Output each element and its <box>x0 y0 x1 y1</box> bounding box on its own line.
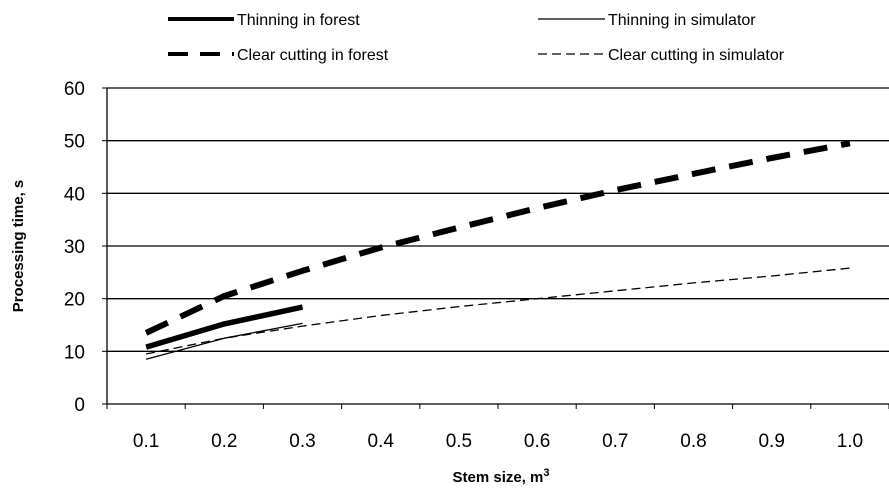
x-tick-label: 0.5 <box>446 431 472 452</box>
y-tick-label: 60 <box>64 79 85 100</box>
legend-label: Clear cutting in forest <box>237 47 389 64</box>
series-line-clear-cutting-in-simulator <box>145 267 850 355</box>
x-tick-label: 0.7 <box>602 431 628 452</box>
x-axis-title-superscript: 3 <box>543 467 549 479</box>
x-tick-label: 0.1 <box>133 431 159 452</box>
x-tick-label: 1.0 <box>837 431 863 452</box>
x-tick-label: 0.4 <box>367 431 394 452</box>
x-tick-label: 0.8 <box>680 431 706 452</box>
y-tick-label: 40 <box>64 184 85 205</box>
axes <box>102 87 889 409</box>
y-tick-label: 50 <box>64 132 85 153</box>
series-lines <box>144 140 851 360</box>
legend-label: Clear cutting in simulator <box>608 47 785 64</box>
x-tick-label: 0.6 <box>524 431 550 452</box>
legend: Thinning in forest Thinning in simulator C… <box>168 12 785 64</box>
x-axis-title: Stem size, m3 <box>453 467 550 486</box>
series-line-clear-cutting-in-forest <box>144 140 851 336</box>
y-tick-label: 0 <box>74 395 85 416</box>
series-line-thinning-in-simulator <box>145 322 303 360</box>
legend-label: Thinning in simulator <box>608 12 756 29</box>
y-tick-label: 10 <box>64 342 85 363</box>
y-tick-label: 30 <box>64 237 85 258</box>
legend-label: Thinning in forest <box>237 12 360 29</box>
x-tick-label: 0.3 <box>289 431 315 452</box>
gridlines <box>107 87 889 352</box>
x-tick-label: 0.2 <box>211 431 237 452</box>
y-axis-title: Processing time, s <box>10 180 27 313</box>
x-axis-title-text: Stem size, m <box>453 469 544 486</box>
x-tick-labels: 0.1 0.2 0.3 0.4 0.5 0.6 0.7 0.8 0.9 1.0 <box>133 431 863 452</box>
series-line-thinning-in-forest <box>145 304 304 350</box>
y-tick-label: 20 <box>64 290 85 311</box>
x-tick-label: 0.9 <box>758 431 784 452</box>
y-tick-labels: 0 10 20 30 40 50 60 <box>64 79 85 416</box>
